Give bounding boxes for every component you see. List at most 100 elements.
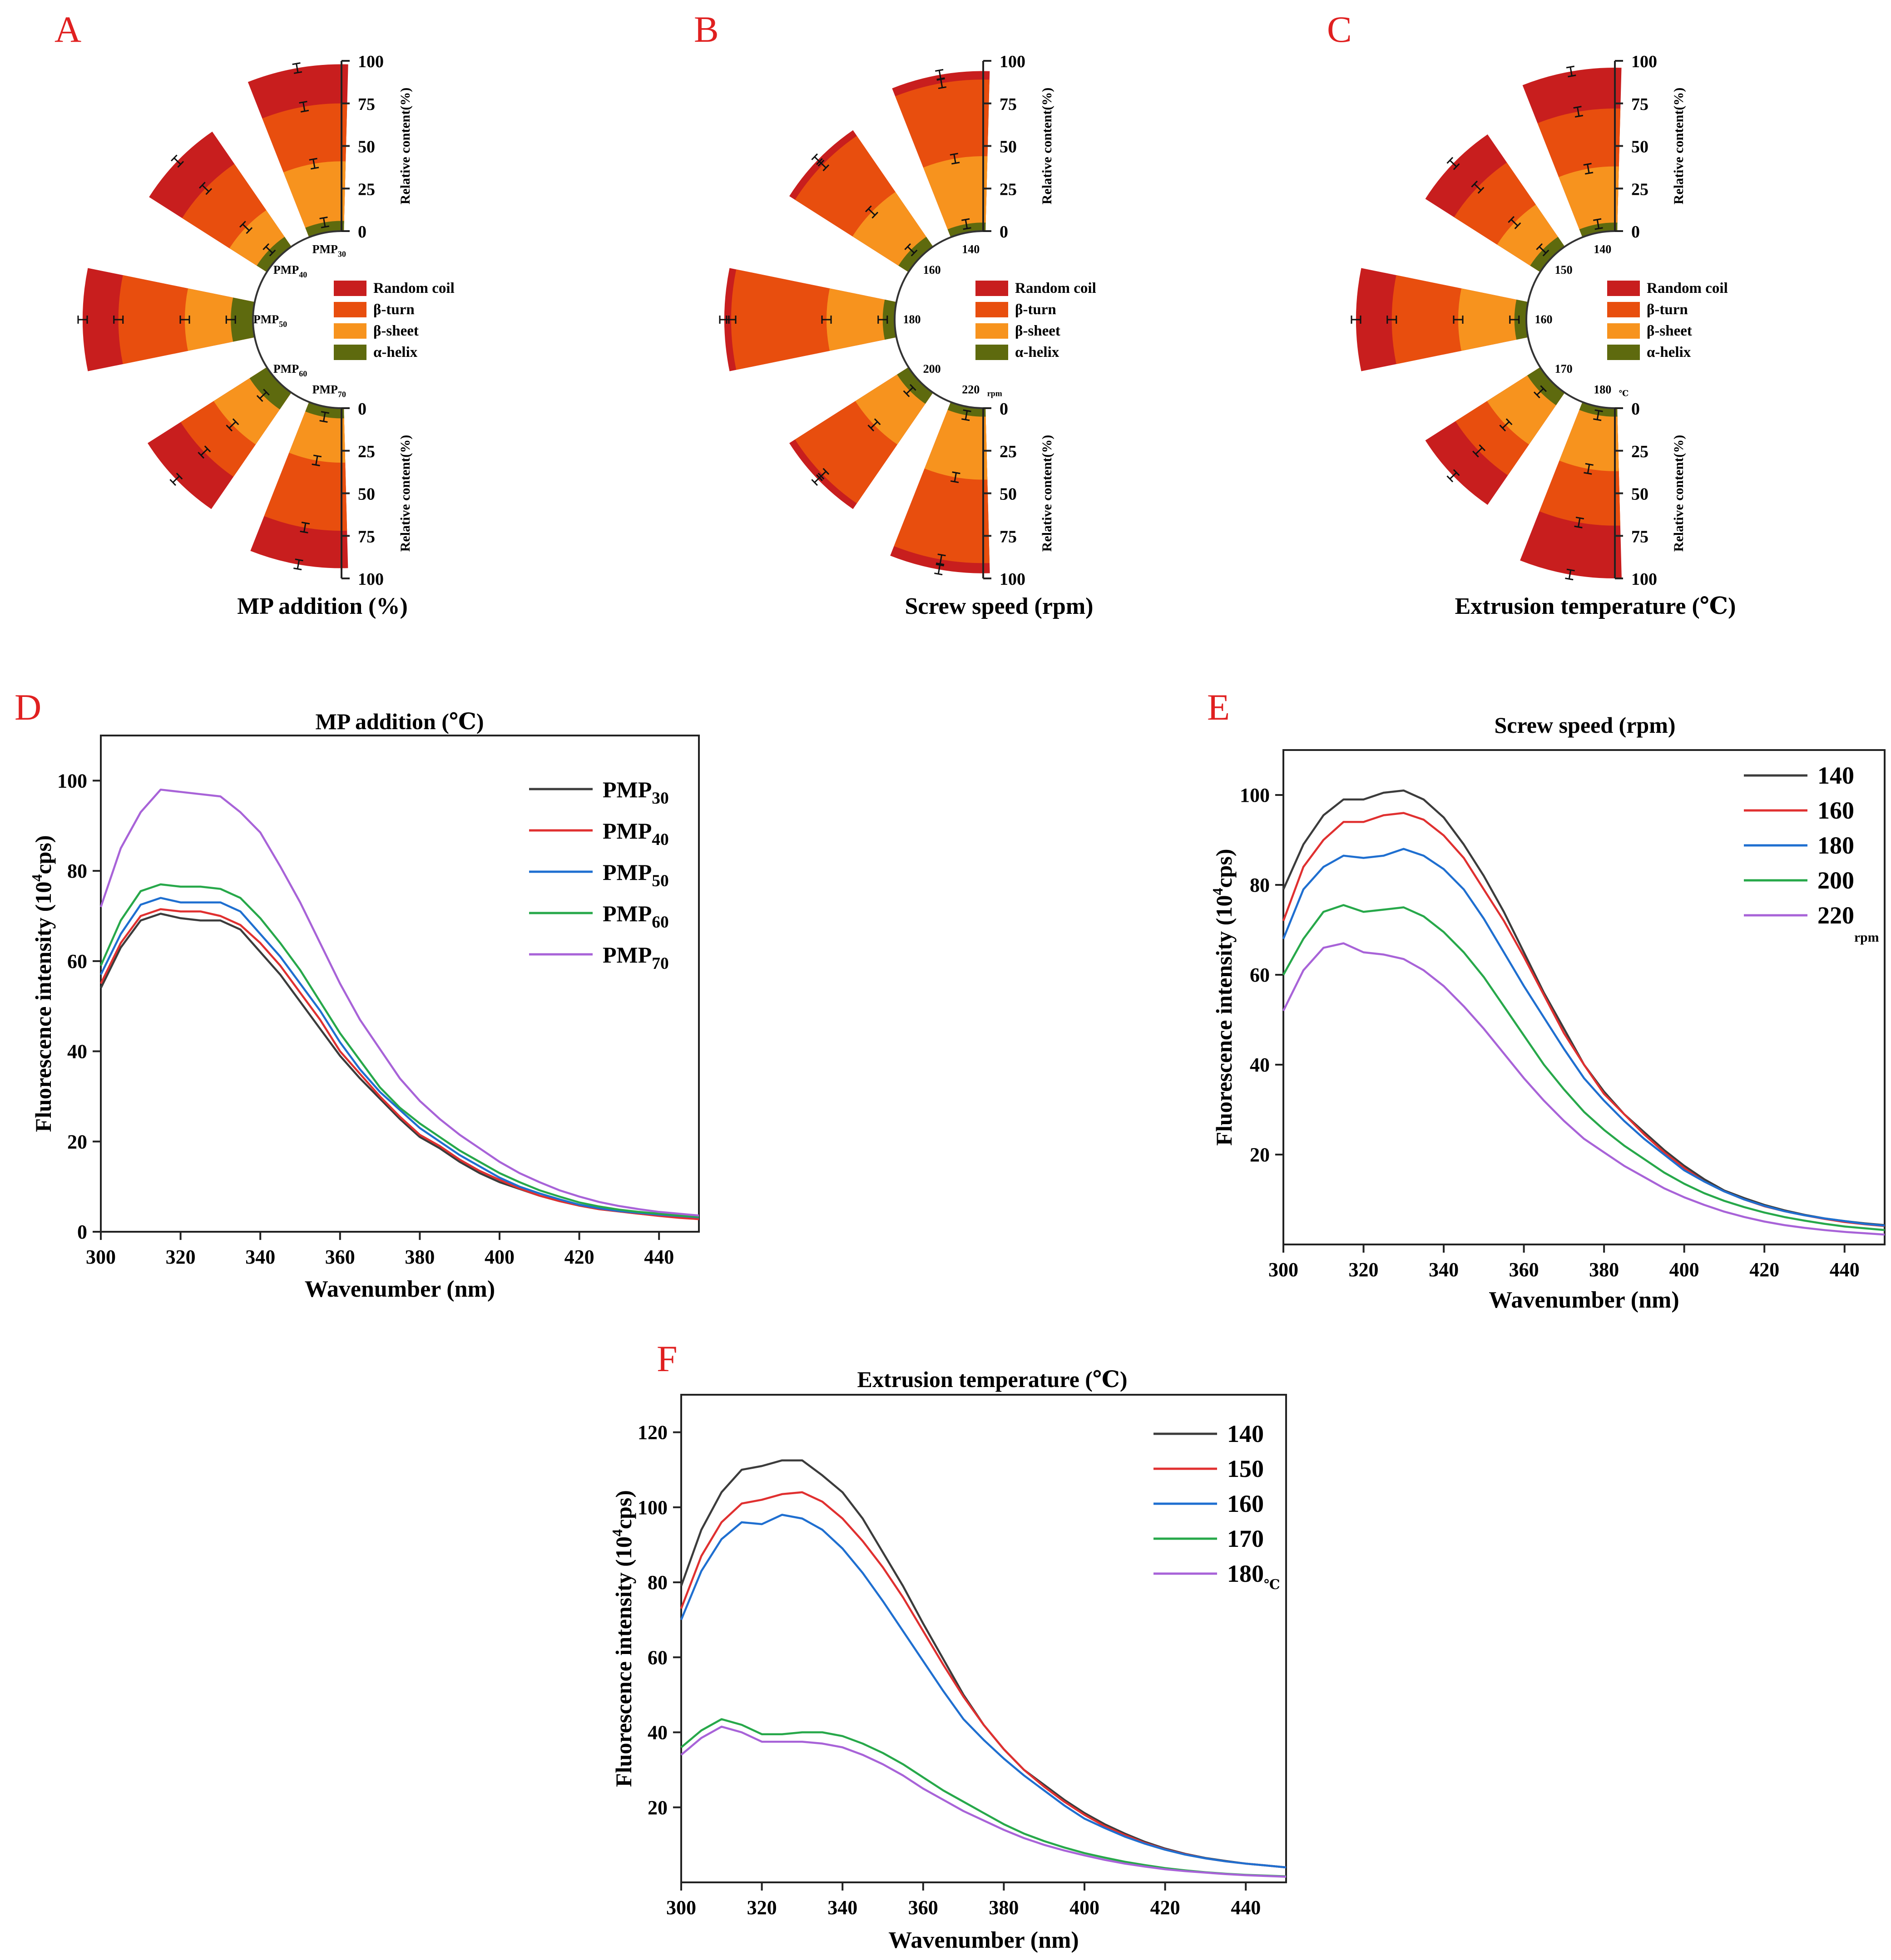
- legend-swatch: [334, 323, 366, 339]
- legend-label: Random coil: [1015, 280, 1096, 296]
- error-bar-cap: [1584, 472, 1592, 475]
- line-chart-title: Screw speed (rpm): [1495, 712, 1676, 738]
- error-bar-cap: [300, 109, 309, 113]
- legend-label-name: 140: [1817, 762, 1854, 789]
- series-line-4: [1282, 942, 1885, 1236]
- y-tick-label: 80: [1250, 874, 1270, 896]
- error-bar-cap: [1593, 218, 1602, 221]
- error-bar-cap: [176, 473, 183, 480]
- error-bar: [242, 223, 250, 231]
- radial-tick-label: 100: [1000, 52, 1025, 71]
- sector-beta-sheet: [1458, 288, 1528, 351]
- category-label-base: 160: [1535, 313, 1553, 326]
- error-bar-cap: [293, 567, 302, 571]
- panel-letter-e: E: [1207, 686, 1230, 728]
- radial-chart-a: PMP30PMP40PMP50PMP60PMP700255075100Relat…: [77, 52, 455, 619]
- panel-letter-f: F: [657, 1338, 678, 1379]
- sector-alpha-helix: [1514, 299, 1528, 340]
- series-line-3: [99, 883, 699, 1218]
- category-label-base: PMP: [273, 263, 299, 276]
- sector-alpha-helix: [231, 297, 255, 342]
- category-label-base: PMP: [253, 313, 279, 326]
- error-bar-cap: [1477, 187, 1485, 194]
- y-tick-label: 0: [77, 1221, 87, 1243]
- sector-alpha-helix: [257, 237, 292, 272]
- radial-axis-title: Relative content(%): [1040, 435, 1054, 552]
- error-bar-cap: [936, 77, 945, 80]
- x-tick-label: 320: [166, 1246, 196, 1268]
- legend-label-sub: 60: [652, 913, 669, 932]
- error-bar-cap: [865, 205, 872, 212]
- x-tick-label: 380: [405, 1246, 435, 1268]
- error-bar-cap: [1446, 157, 1454, 164]
- legend-label: 200: [1817, 867, 1854, 894]
- y-tick-label: 40: [1250, 1054, 1270, 1076]
- error-bar: [259, 391, 267, 399]
- legend-label: 180℃: [1227, 1560, 1280, 1592]
- error-bar-cap: [1536, 243, 1543, 250]
- legend-swatch: [334, 302, 366, 317]
- error-bar-cap: [1565, 578, 1574, 581]
- error-bar-cap: [300, 530, 308, 533]
- error-bar-cap: [301, 522, 310, 525]
- legend-label-name: 160: [1817, 797, 1854, 824]
- y-tick-label: 40: [648, 1722, 668, 1744]
- legend-swatch: [334, 345, 366, 360]
- error-bar: [1568, 570, 1572, 579]
- x-axis-label: Wavenumber (nm): [305, 1276, 495, 1302]
- error-bar-cap: [936, 562, 945, 565]
- error-bar: [819, 471, 827, 479]
- legend-label: PMP50: [603, 859, 669, 890]
- y-axis-label-sup: 4: [1209, 888, 1226, 895]
- category-label: 200: [923, 362, 941, 375]
- category-label-base: PMP: [312, 383, 338, 396]
- error-bar: [228, 421, 237, 429]
- error-bar: [200, 448, 208, 456]
- error-bar: [1475, 447, 1483, 455]
- error-bar: [906, 387, 914, 395]
- error-bar-cap: [938, 86, 947, 89]
- error-bar: [315, 456, 318, 465]
- radial-tick-label: 50: [1000, 138, 1017, 157]
- sector-beta-sheet: [1559, 166, 1619, 237]
- error-bar-cap: [904, 243, 911, 250]
- y-tick-label: 80: [648, 1571, 668, 1594]
- series-line-2: [99, 897, 699, 1219]
- radial-tick-label: 75: [1631, 527, 1648, 546]
- legend-label-name: PMP: [603, 942, 652, 968]
- error-bar: [1569, 67, 1573, 76]
- error-bar-cap: [1583, 163, 1592, 166]
- y-tick-label: 80: [67, 860, 87, 882]
- legend-label: PMP40: [603, 818, 669, 849]
- error-bar-cap: [874, 418, 881, 425]
- category-label-base: 140: [1594, 242, 1611, 256]
- error-bar-cap: [1446, 475, 1454, 483]
- x-axis-label: Wavenumber (nm): [1489, 1287, 1679, 1313]
- legend-swatch: [1607, 345, 1640, 360]
- series-line-2: [1282, 848, 1885, 1227]
- legend-label-name: PMP: [603, 859, 652, 885]
- error-bar-cap: [246, 227, 253, 234]
- sector-beta-sheet: [923, 156, 988, 237]
- error-bar-cap: [1453, 163, 1460, 170]
- error-bar-cap: [295, 558, 303, 562]
- category-label: PMP40: [273, 263, 307, 279]
- legend-label: 160: [1227, 1490, 1264, 1517]
- error-bar-cap: [1574, 525, 1583, 528]
- x-tick-label: 420: [564, 1246, 594, 1268]
- error-bar-cap: [910, 384, 916, 391]
- radial-chart-title: Screw speed (rpm): [905, 593, 1094, 619]
- legend-label-name: PMP: [603, 901, 652, 926]
- error-bar: [870, 421, 878, 429]
- error-bar-cap: [867, 425, 875, 432]
- error-bar-cap: [292, 62, 301, 65]
- error-bar-cap: [1568, 74, 1576, 78]
- category-label-sub: 70: [338, 390, 346, 399]
- sector-alpha-helix: [305, 221, 344, 237]
- error-bar-cap: [1585, 463, 1594, 466]
- error-bar-cap: [1585, 172, 1594, 175]
- y-axis-label-base: Fluorescence intensity (10: [611, 1536, 636, 1787]
- error-bar-cap: [313, 454, 322, 458]
- y-tick-label: 20: [648, 1797, 668, 1819]
